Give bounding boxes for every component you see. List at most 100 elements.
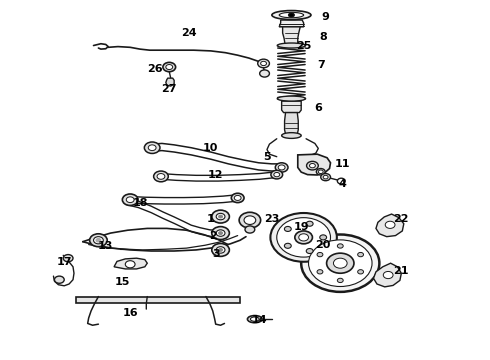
Text: 15: 15	[115, 277, 130, 287]
Circle shape	[271, 170, 283, 179]
Text: 13: 13	[98, 241, 113, 251]
Circle shape	[278, 165, 285, 170]
Circle shape	[333, 258, 347, 268]
Circle shape	[320, 235, 327, 240]
Text: 24: 24	[181, 28, 196, 38]
Text: 26: 26	[147, 64, 162, 74]
Text: 9: 9	[321, 12, 330, 22]
Circle shape	[337, 244, 343, 248]
Text: 27: 27	[162, 84, 177, 94]
Circle shape	[122, 194, 138, 206]
Polygon shape	[76, 297, 240, 303]
Circle shape	[212, 226, 229, 239]
Circle shape	[96, 238, 101, 242]
Text: 12: 12	[208, 170, 223, 180]
Circle shape	[337, 178, 345, 184]
Circle shape	[274, 172, 280, 177]
Circle shape	[163, 62, 175, 72]
Circle shape	[234, 195, 241, 201]
Circle shape	[383, 271, 393, 279]
Text: 11: 11	[335, 159, 350, 169]
Circle shape	[301, 234, 379, 292]
Ellipse shape	[250, 317, 259, 321]
Circle shape	[63, 255, 73, 262]
Ellipse shape	[282, 133, 301, 138]
Circle shape	[327, 253, 354, 273]
Text: 10: 10	[203, 143, 219, 153]
Circle shape	[323, 175, 328, 179]
Circle shape	[216, 213, 225, 220]
Circle shape	[212, 210, 229, 223]
Polygon shape	[282, 101, 301, 113]
Polygon shape	[279, 20, 304, 27]
Text: 7: 7	[317, 60, 324, 70]
Polygon shape	[373, 263, 401, 287]
Circle shape	[299, 234, 309, 241]
Circle shape	[216, 247, 225, 253]
Circle shape	[321, 174, 331, 181]
Circle shape	[317, 168, 325, 175]
Circle shape	[317, 270, 323, 274]
Text: 6: 6	[315, 103, 322, 113]
Circle shape	[260, 70, 270, 77]
Circle shape	[306, 221, 313, 226]
Text: 3: 3	[212, 248, 220, 258]
Circle shape	[295, 231, 313, 244]
Circle shape	[310, 163, 316, 168]
Text: 21: 21	[393, 266, 409, 276]
Ellipse shape	[279, 12, 304, 18]
Circle shape	[166, 64, 172, 69]
Circle shape	[245, 226, 255, 233]
Circle shape	[289, 13, 294, 17]
Polygon shape	[166, 78, 174, 86]
Circle shape	[154, 171, 168, 182]
Circle shape	[212, 243, 229, 256]
Text: 4: 4	[339, 179, 346, 189]
Circle shape	[125, 261, 135, 268]
Circle shape	[277, 218, 331, 257]
Circle shape	[239, 212, 261, 228]
Text: 8: 8	[319, 32, 327, 41]
Circle shape	[94, 237, 103, 244]
Text: 20: 20	[316, 239, 331, 249]
Circle shape	[231, 193, 244, 203]
Text: 2: 2	[209, 231, 217, 240]
Polygon shape	[114, 258, 147, 269]
Circle shape	[337, 278, 343, 283]
Text: 19: 19	[294, 222, 309, 231]
Circle shape	[307, 161, 318, 170]
Circle shape	[90, 234, 107, 247]
Circle shape	[219, 231, 222, 234]
Text: 17: 17	[56, 257, 72, 267]
Circle shape	[317, 252, 323, 257]
Ellipse shape	[277, 43, 306, 48]
Polygon shape	[298, 154, 331, 175]
Circle shape	[306, 248, 313, 253]
Circle shape	[145, 142, 160, 153]
Circle shape	[54, 276, 64, 283]
Circle shape	[157, 174, 165, 179]
Circle shape	[244, 216, 256, 225]
Text: 25: 25	[296, 41, 311, 50]
Text: 23: 23	[264, 215, 280, 224]
Circle shape	[258, 59, 270, 68]
Text: 22: 22	[393, 215, 409, 224]
Circle shape	[275, 163, 288, 172]
Text: 1: 1	[207, 215, 215, 224]
Ellipse shape	[247, 316, 262, 323]
Text: 5: 5	[263, 152, 271, 162]
Polygon shape	[285, 113, 298, 134]
Circle shape	[216, 230, 225, 236]
Circle shape	[309, 240, 372, 287]
Circle shape	[358, 270, 364, 274]
Polygon shape	[376, 214, 404, 237]
Text: 16: 16	[122, 308, 138, 318]
Circle shape	[318, 170, 323, 174]
Circle shape	[358, 252, 364, 257]
Circle shape	[284, 226, 291, 231]
Ellipse shape	[277, 96, 306, 101]
Circle shape	[126, 197, 134, 203]
Circle shape	[148, 145, 156, 150]
Circle shape	[219, 215, 222, 218]
Polygon shape	[283, 27, 300, 44]
